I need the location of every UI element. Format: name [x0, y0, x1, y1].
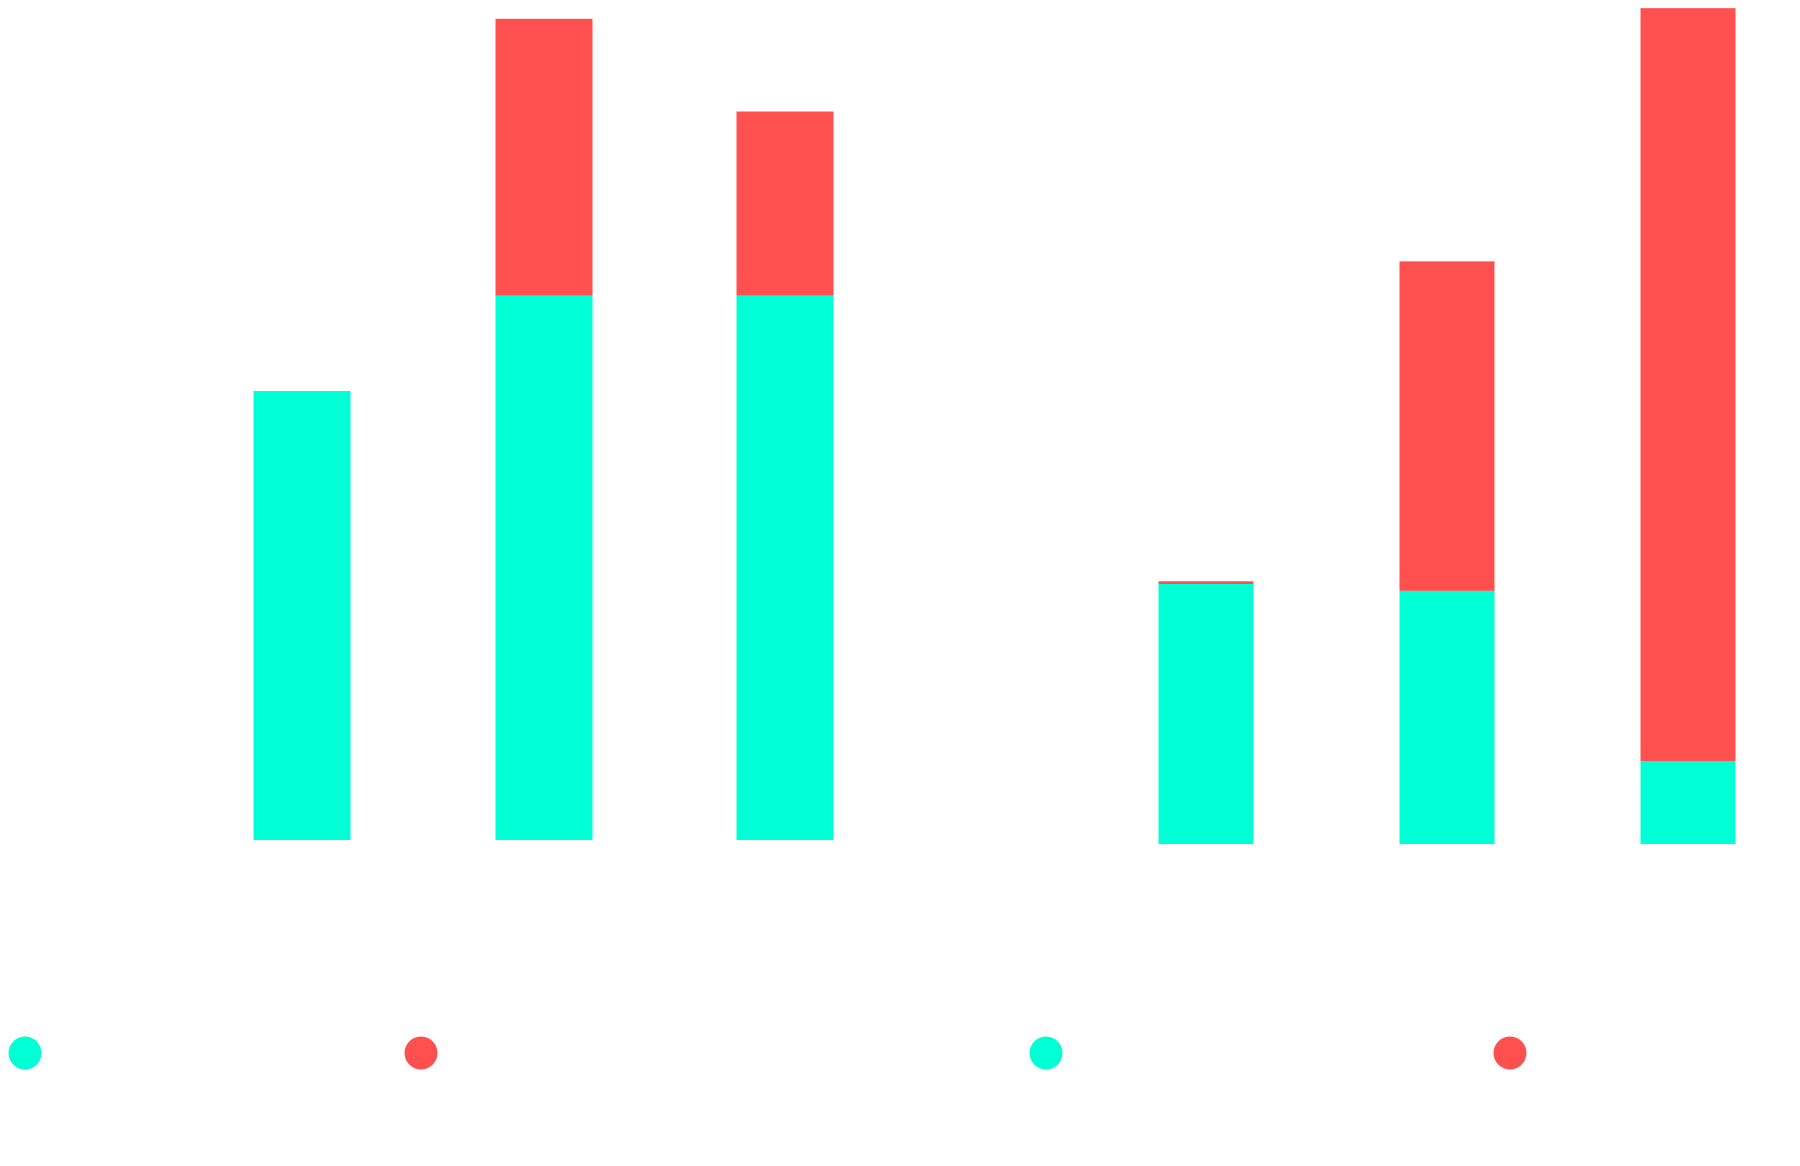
- bar-segment-chart1-cat2-series1: [495, 295, 593, 841]
- bar-segment-chart2-cat2-series2: [1399, 261, 1495, 591]
- bar-segment-chart2-cat2-series1: [1399, 590, 1495, 844]
- legend-marker-chart2-series1: [1029, 1036, 1063, 1070]
- bar-segment-chart2-cat1-series2: [1158, 581, 1254, 584]
- chart-panel-right: [1029, 8, 1736, 1070]
- bar-segment-chart1-cat1-series1: [253, 391, 351, 840]
- legend-marker-chart1-series2: [404, 1036, 438, 1070]
- bar-segment-chart2-cat1-series1: [1158, 583, 1254, 844]
- bar-segment-chart2-cat3-series2: [1640, 8, 1736, 761]
- chart-panel-left: [8, 18, 834, 1070]
- bar-segment-chart1-cat3-series1: [736, 295, 834, 841]
- legend-marker-chart1-series1: [8, 1036, 42, 1070]
- bar-segment-chart1-cat2-series2: [495, 18, 593, 296]
- bar-segment-chart2-cat3-series1: [1640, 760, 1736, 844]
- legend-marker-chart2-series2: [1493, 1036, 1527, 1070]
- bar-segment-chart1-cat3-series2: [736, 111, 834, 296]
